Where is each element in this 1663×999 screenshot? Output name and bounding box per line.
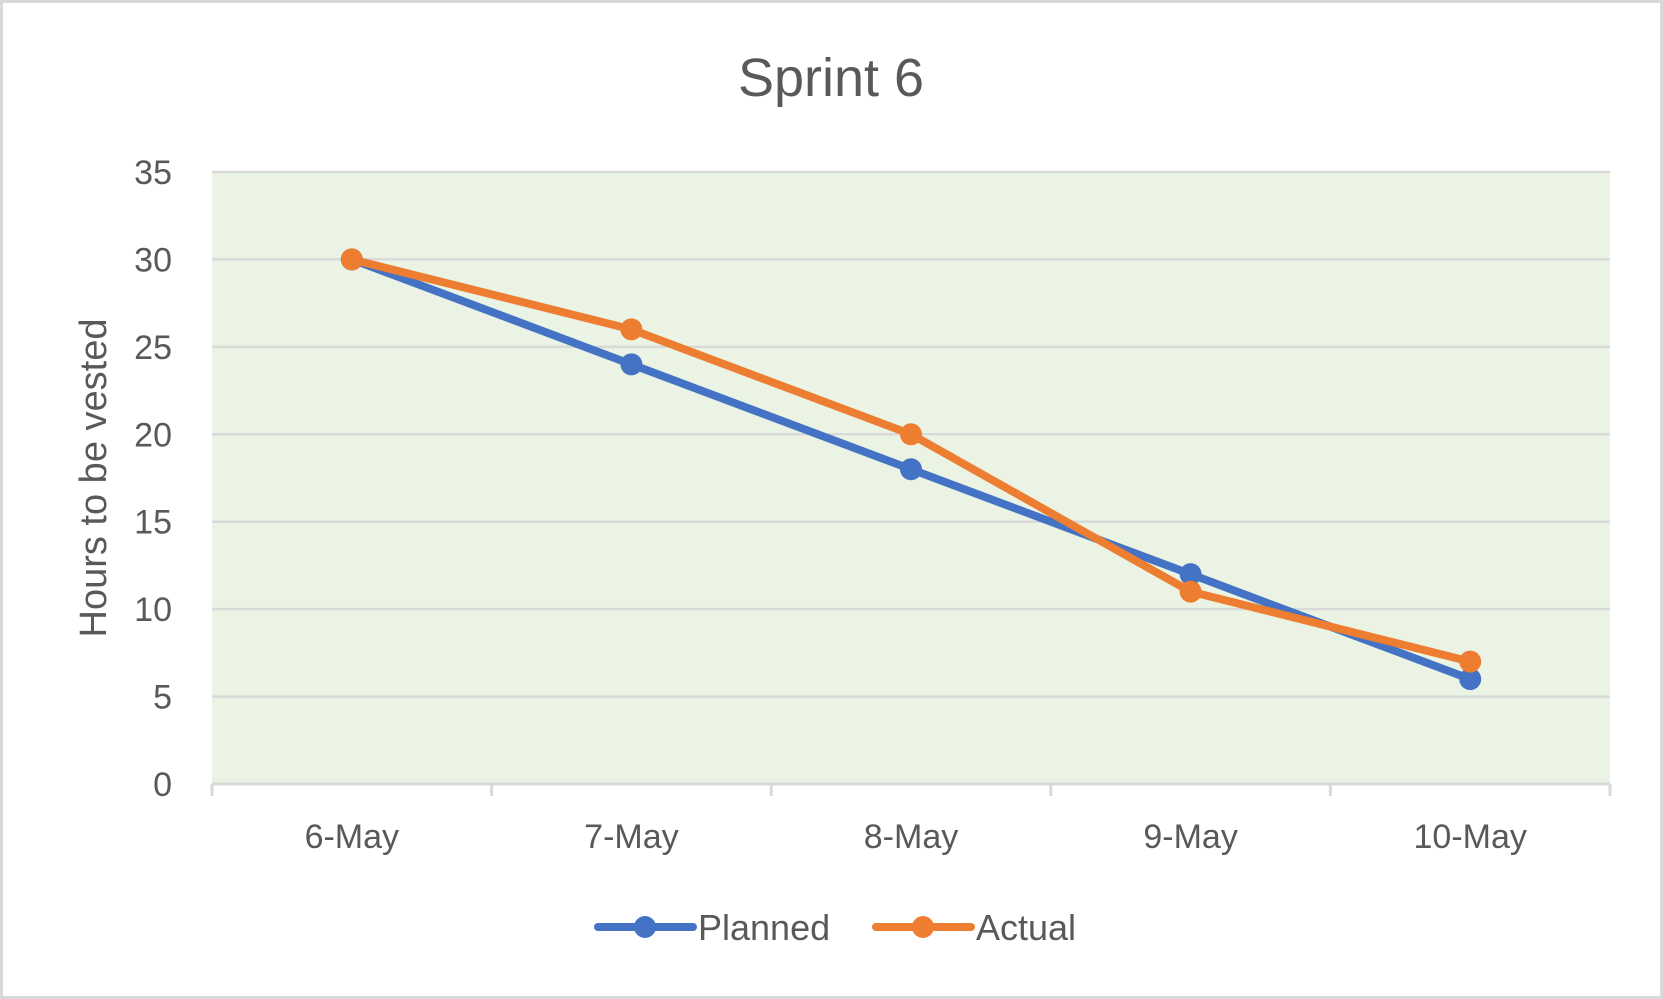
x-axis-tick-labels: 6-May 7-May 8-May 9-May 10-May <box>305 818 1527 856</box>
x-tick-label: 7-May <box>584 818 678 856</box>
legend: Planned Actual <box>594 907 1076 948</box>
y-tick-label: 20 <box>134 416 172 454</box>
data-point <box>1459 668 1482 691</box>
y-tick-label: 15 <box>134 504 172 542</box>
y-tick-label: 30 <box>134 241 172 279</box>
x-tick-label: 9-May <box>1143 818 1237 856</box>
legend-swatch-marker <box>912 916 934 938</box>
x-tick-label: 8-May <box>864 818 958 856</box>
y-tick-label: 0 <box>153 766 172 804</box>
data-point <box>340 248 363 271</box>
series-lines <box>340 248 1482 691</box>
y-tick-label: 35 <box>134 154 172 192</box>
gridlines <box>212 170 1610 698</box>
data-point <box>900 423 922 446</box>
y-tick-label: 10 <box>134 591 172 629</box>
x-tick-label: 6-May <box>305 818 399 856</box>
x-tick-label: 10-May <box>1414 818 1527 856</box>
y-tick-label: 5 <box>153 679 172 717</box>
data-point <box>1459 650 1482 673</box>
legend-label: Actual <box>976 907 1076 948</box>
series-actual <box>340 248 1482 673</box>
legend-item-actual: Actual <box>872 907 1076 948</box>
y-axis-tick-labels: 0 5 10 15 20 25 30 35 <box>134 154 172 804</box>
x-axis <box>210 782 1612 796</box>
y-tick-label: 25 <box>134 329 172 367</box>
legend-swatch-marker <box>634 916 656 938</box>
data-point <box>1179 580 1202 603</box>
y-axis-title: Hours to be vested <box>73 319 115 638</box>
data-point <box>900 458 922 481</box>
legend-item-planned: Planned <box>594 907 830 948</box>
data-point <box>620 353 643 376</box>
chart-title: Sprint 6 <box>738 48 924 108</box>
legend-label: Planned <box>698 907 830 948</box>
data-point <box>620 318 643 341</box>
data-point <box>1179 563 1202 586</box>
